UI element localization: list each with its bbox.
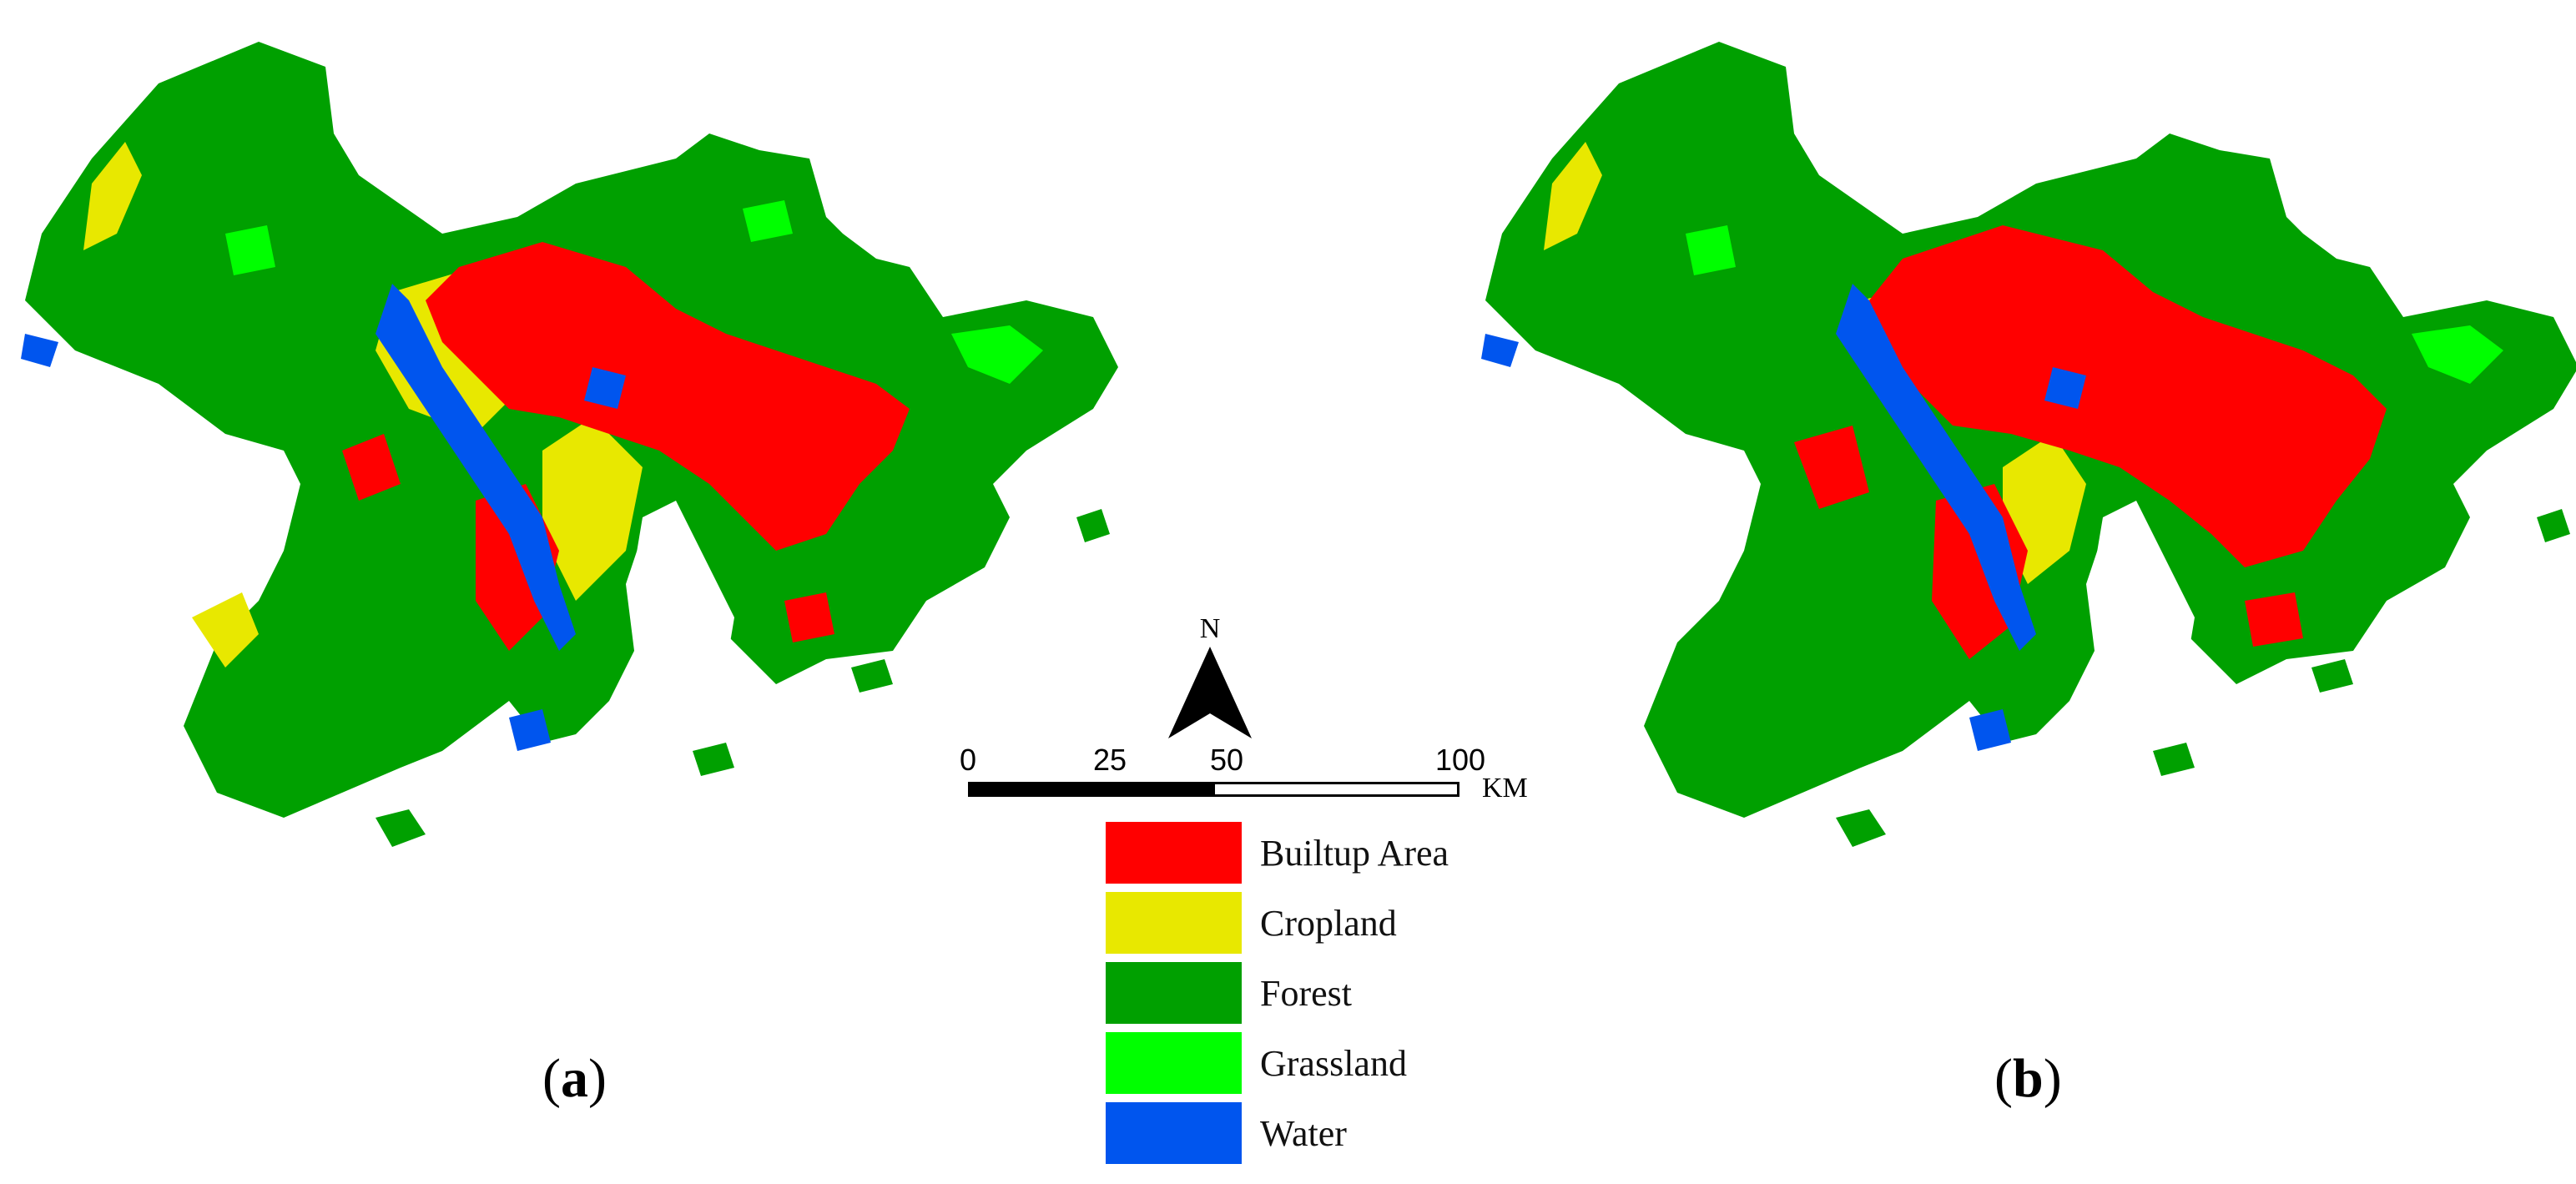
map-b-builtup [1794,225,2387,659]
map-a-bay [634,501,734,684]
map-b-grassland [1686,225,2503,384]
north-letter: N [1199,613,1221,644]
map-a-graphic [21,42,1118,847]
land-use-map-b [1469,17,2576,868]
legend-label-cropland: Cropland [1260,903,1397,944]
legend-label-water: Water [1260,1113,1347,1154]
map-a-islands [376,509,1110,847]
map-b-bay [2095,501,2195,684]
map-b-water [1481,284,2086,751]
panel-label-a: (a) [542,1047,607,1111]
map-a-water [21,284,626,751]
legend-swatch-forest [1106,962,1242,1024]
scale-tick-0: 0 [960,743,977,777]
panel-label-b: (b) [1994,1047,2062,1111]
scale-tick-100: 100 [1435,743,1486,777]
scale-tick-25: 25 [1093,743,1127,777]
north-arrow-icon [1168,647,1252,738]
scale-bar-empty [1212,782,1459,797]
legend-label-builtup: Builtup Area [1260,833,1449,874]
panel-label-b-open: ( [1994,1048,2013,1109]
land-use-map-a [8,17,1127,868]
panel-label-a-close: ) [587,1048,607,1109]
scale-tick-50: 50 [1210,743,1244,777]
scale-bar-filled [968,782,1215,797]
legend-swatch-grassland [1106,1032,1242,1094]
panel-label-b-letter: b [2012,1048,2044,1109]
scale-unit: KM [1482,773,1528,804]
map-a-forest [25,42,1118,818]
north-arrow: N [1164,613,1256,738]
panel-label-a-letter: a [560,1048,588,1109]
legend-swatch-water [1106,1102,1242,1164]
scale-bar: 0 25 50 100 KM [960,743,1569,804]
legend-swatch-cropland [1106,892,1242,954]
panel-label-a-open: ( [542,1048,561,1109]
panel-label-b-close: ) [2043,1048,2062,1109]
legend-label-grassland: Grassland [1260,1043,1407,1084]
map-b-graphic [1481,42,2576,847]
map-a-grassland [225,200,1043,384]
map-b-islands [1836,509,2570,847]
legend-label-forest: Forest [1260,973,1352,1014]
legend-swatch-builtup [1106,822,1242,884]
